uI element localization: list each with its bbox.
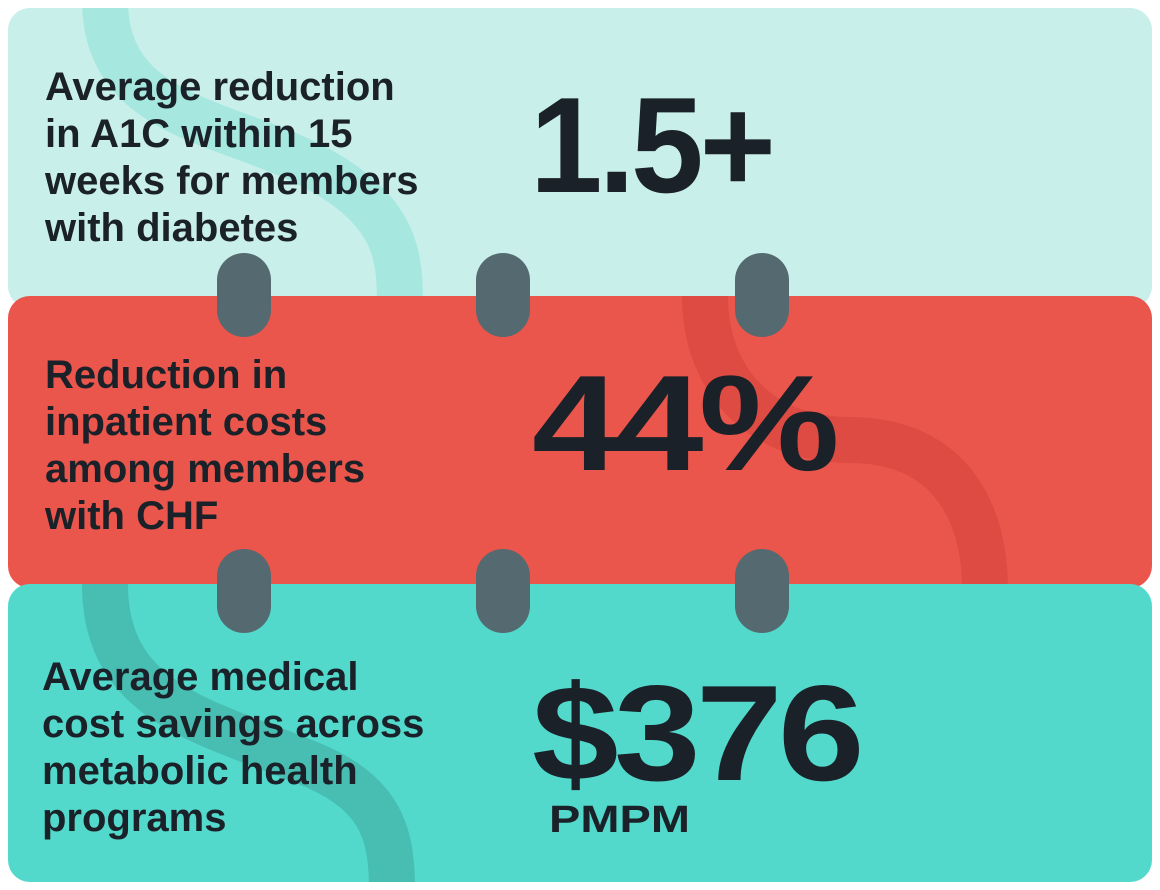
card-background [8, 296, 1152, 588]
description-line: Average reduction [45, 65, 395, 109]
description-line: weeks for members [44, 159, 419, 203]
description-line: metabolic health [42, 749, 358, 793]
description-line: among members [45, 447, 365, 491]
decoration [682, 296, 1008, 588]
decoration [82, 8, 423, 308]
connector [476, 549, 530, 633]
description-line: with CHF [44, 494, 218, 538]
stat-unit: PMPM [549, 799, 690, 841]
card-background [8, 584, 1152, 882]
description-line: Reduction in [45, 353, 287, 397]
description-line: programs [42, 796, 227, 840]
connector [735, 549, 789, 633]
description-line: Average medical [42, 655, 358, 699]
stat: 1.5+ [530, 69, 772, 221]
connector [476, 253, 530, 337]
connectors [217, 253, 789, 633]
description-line: with diabetes [44, 206, 298, 250]
stat: 44% [532, 347, 836, 499]
card [8, 8, 1152, 308]
connector [735, 253, 789, 337]
description-line: in A1C within 15 [45, 112, 352, 156]
stat: $376 [532, 657, 860, 809]
card-background [8, 8, 1152, 308]
card [8, 584, 1152, 882]
description-line: cost savings across [42, 702, 424, 746]
connector [217, 549, 271, 633]
description-line: inpatient costs [45, 400, 327, 444]
connector [217, 253, 271, 337]
card [8, 296, 1152, 588]
decoration [82, 584, 415, 882]
